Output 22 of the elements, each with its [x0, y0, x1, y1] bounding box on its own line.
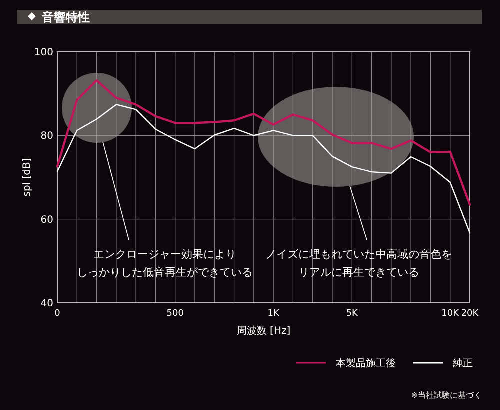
y-tick-label: 60	[40, 214, 54, 226]
x-axis-title: 周波数 [Hz]	[236, 325, 291, 337]
annotation: しっかりした低音再生ができている	[77, 266, 253, 279]
y-tick-label: 80	[40, 131, 54, 142]
legend-label: 純正	[453, 358, 473, 370]
line-series	[56, 79, 472, 206]
annotation: ノイズに埋もれていた中高域の音色を	[266, 248, 452, 261]
x-tick-label: 0	[54, 309, 61, 319]
x-tick-label: 10K	[442, 309, 460, 319]
x-tick-label: 20K	[461, 309, 480, 319]
annotation: リアルに再生できている	[298, 266, 420, 279]
y-axis-title: spl [dB]	[22, 158, 33, 197]
x-tick-label: 1K	[268, 309, 280, 319]
y-tick-label: 100	[34, 48, 54, 58]
legend-label: 本製品施工後	[336, 358, 396, 370]
text: ※当社試験に基づく	[411, 391, 482, 400]
y-tick-label: 40	[40, 298, 54, 310]
chart-title: 音響特性	[41, 10, 90, 24]
x-tick-label: 500	[166, 309, 184, 319]
x-tick-label: 5K	[346, 309, 360, 319]
line-series	[56, 104, 471, 234]
annotation: エンクロージャー効果により	[94, 248, 236, 261]
